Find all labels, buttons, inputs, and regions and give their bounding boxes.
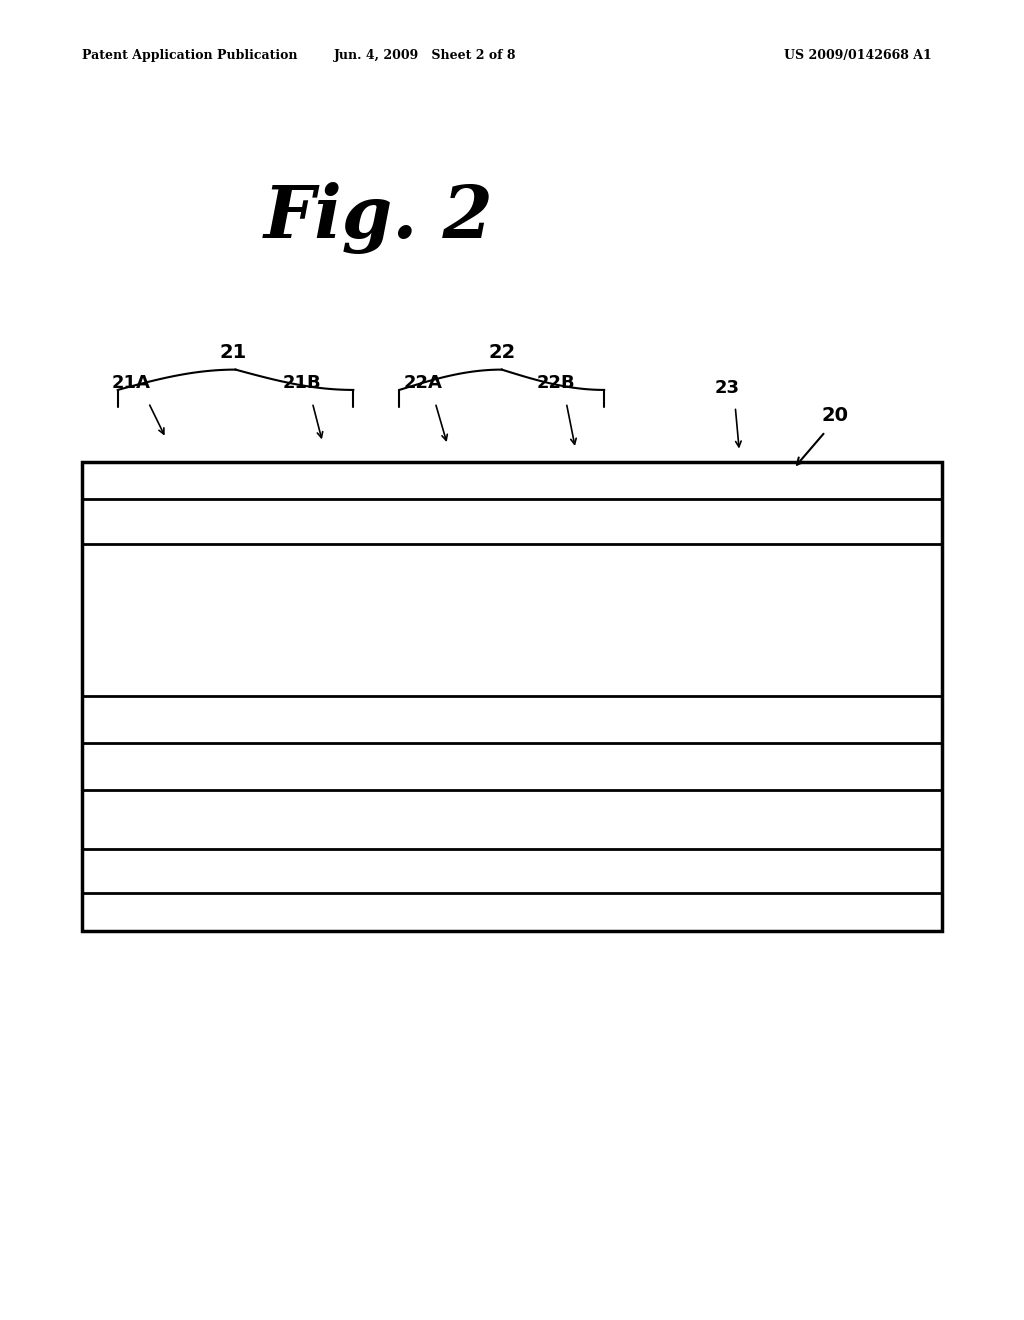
Text: 23: 23 — [715, 379, 739, 397]
Bar — [82, 894, 942, 931]
Text: 22B: 22B — [537, 374, 575, 392]
Bar — [82, 499, 942, 544]
Text: 20: 20 — [821, 407, 848, 425]
Text: Patent Application Publication: Patent Application Publication — [82, 49, 297, 62]
Bar — [82, 462, 942, 931]
Text: Jun. 4, 2009   Sheet 2 of 8: Jun. 4, 2009 Sheet 2 of 8 — [334, 49, 516, 62]
Text: 21: 21 — [220, 343, 247, 362]
Bar — [82, 849, 942, 894]
Bar — [82, 697, 942, 743]
Bar — [82, 544, 942, 697]
Text: 21A: 21A — [112, 374, 151, 392]
Bar — [82, 743, 942, 789]
Text: 22A: 22A — [403, 374, 442, 392]
Text: Fig. 2: Fig. 2 — [264, 182, 494, 253]
Text: 22: 22 — [488, 343, 515, 362]
Text: US 2009/0142668 A1: US 2009/0142668 A1 — [784, 49, 932, 62]
Text: 21B: 21B — [283, 374, 322, 392]
Bar — [82, 462, 942, 499]
Bar — [82, 789, 942, 849]
